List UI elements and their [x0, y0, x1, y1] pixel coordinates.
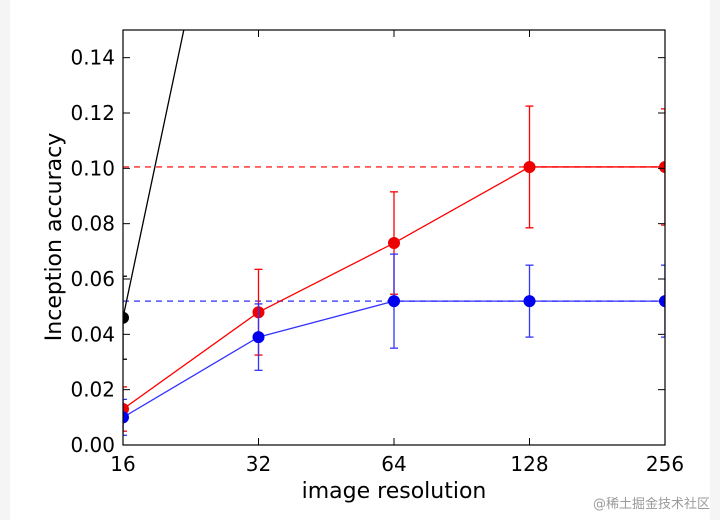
series [123, 30, 185, 360]
data-point [388, 237, 400, 250]
data-point [659, 295, 665, 308]
chart-card: 0.00 0.02 0.04 0.06 0.08 0.10 0.12 0.14 16 32 64 12… [10, 0, 710, 520]
y-tick-label: 0.12 [70, 101, 115, 125]
x-tick-label: 16 [110, 452, 135, 476]
data-point [388, 295, 400, 308]
x-tick-label: 128 [510, 452, 548, 476]
y-axis-label: Inception accuracy [42, 133, 67, 341]
data-point [123, 311, 129, 324]
series-layer [123, 30, 665, 436]
y-tick-label: 0.04 [70, 322, 115, 346]
data-point [523, 295, 536, 308]
data-point [523, 160, 536, 173]
data-point [659, 160, 665, 173]
x-tick-label: 64 [381, 452, 406, 476]
x-axis-label: image resolution [302, 479, 487, 504]
y-tick-label: 0.00 [70, 433, 115, 457]
x-tick-label: 256 [646, 452, 684, 476]
y-tick-label: 0.02 [70, 378, 115, 402]
series [123, 253, 665, 436]
ticks: 0.00 0.02 0.04 0.06 0.08 0.10 0.12 0.14 16 32 64 12… [70, 30, 684, 476]
chart: 0.00 0.02 0.04 0.06 0.08 0.10 0.12 0.14 16 32 64 12… [42, 29, 684, 504]
series-line [123, 30, 185, 318]
x-tick-label: 32 [246, 452, 271, 476]
watermark: @稀土掘金技术社区 [592, 497, 710, 512]
y-tick-label: 0.10 [70, 156, 115, 180]
y-tick-label: 0.08 [70, 212, 115, 236]
data-point [123, 411, 129, 424]
y-tick-label: 0.14 [70, 46, 115, 70]
y-tick-label: 0.06 [70, 267, 115, 291]
data-point [252, 331, 265, 344]
